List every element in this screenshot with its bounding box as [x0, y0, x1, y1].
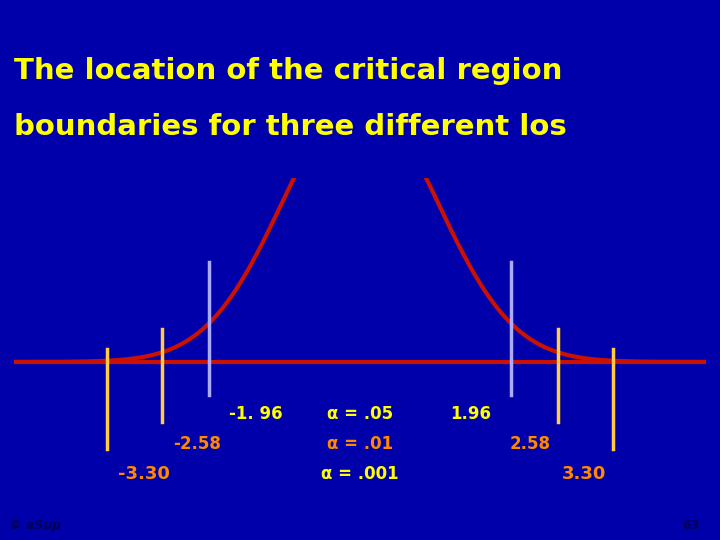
Text: © aSup: © aSup — [9, 519, 60, 532]
Text: -1. 96: -1. 96 — [229, 406, 282, 423]
Text: α = .05: α = .05 — [327, 406, 393, 423]
Text: 2.58: 2.58 — [510, 435, 551, 454]
Text: -3.30: -3.30 — [118, 465, 170, 483]
Text: α = .01: α = .01 — [327, 435, 393, 454]
Text: The location of the critical region: The location of the critical region — [14, 57, 563, 85]
Text: α = .001: α = .001 — [321, 465, 399, 483]
Text: 3.30: 3.30 — [562, 465, 606, 483]
Text: 63: 63 — [683, 519, 700, 532]
Text: 1.96: 1.96 — [450, 406, 491, 423]
Text: boundaries for three different los: boundaries for three different los — [14, 113, 567, 141]
Text: -2.58: -2.58 — [174, 435, 221, 454]
